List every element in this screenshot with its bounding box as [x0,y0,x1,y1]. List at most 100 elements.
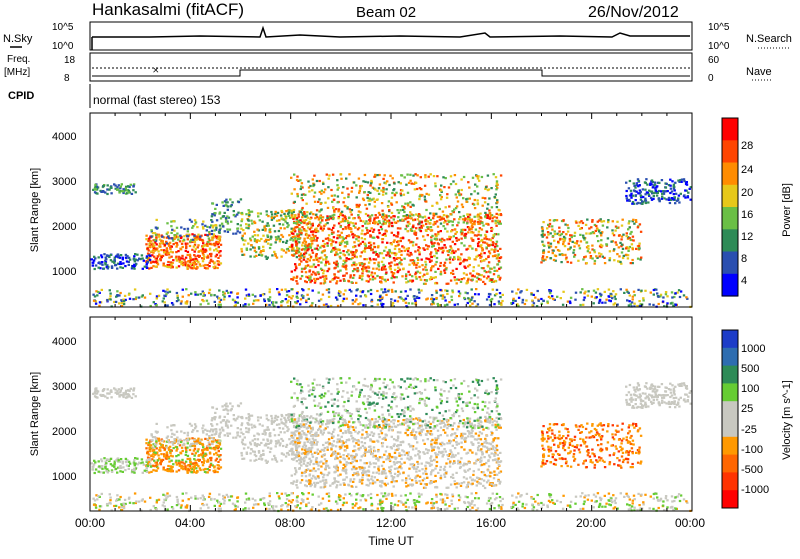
power-echo-cell [397,240,400,243]
power-echo-cell [363,173,367,177]
power-echo-cell [495,269,499,272]
velocity-echo-cell [175,430,179,433]
power-echo-cell [652,195,655,198]
velocity-echo-cell [217,441,220,445]
power-echo-cell [455,231,458,234]
power-echo-cell [95,290,98,293]
velocity-echo-cell [282,444,285,448]
power-echo-cell [204,263,207,267]
power-echo-cell [493,250,496,253]
power-echo-cell [373,205,377,208]
power-echo-cell [359,264,362,267]
power-echo-cell [358,217,361,220]
power-echo-cell [336,253,339,256]
velocity-echo-cell [127,464,130,467]
velocity-echo-cell [242,457,246,460]
velocity-echo-cell [97,460,100,463]
velocity-echo-cell [212,428,215,431]
power-echo-cell [460,242,463,245]
power-echo-cell [435,237,438,240]
power-echo-cell [399,189,403,192]
power-echo-cell [644,199,648,202]
power-echo-cell [446,230,449,233]
power-echo-cell [285,248,289,251]
power-echo-cell [403,249,406,252]
power-echo-cell [294,265,298,268]
power-echo-cell [208,265,211,268]
power-echo-cell [587,247,590,250]
power-echo-cell [164,290,167,293]
nave-tick-bottom: 0 [708,73,714,84]
power-echo-cell [547,295,551,298]
power-echo-cell [665,182,668,185]
power-echo-cell [226,222,230,225]
power-echo-cell [661,300,665,303]
velocity-echo-cell [132,388,135,391]
power-echo-cell [404,215,408,218]
power-echo-cell [247,303,251,306]
power-echo-cell [384,290,387,293]
power-echo-cell [559,237,562,240]
power-echo-cell [240,247,243,251]
power-echo-cell [346,187,349,190]
power-echo-cell [637,246,641,249]
velocity-echo-cell [290,441,293,444]
power-echo-cell [333,209,336,212]
power-echo-cell [412,225,415,229]
power-echo-cell [302,296,305,299]
velocity-echo-cell [459,435,463,438]
power-echo-cell [453,303,456,306]
power-echo-cell [574,298,577,301]
power-echo-cell [256,234,260,237]
power-echo-cell [123,294,127,297]
power-echo-cell [490,297,494,301]
power-echo-cell [154,233,158,237]
velocity-echo-cell [170,449,173,452]
power-echo-cell [549,292,552,295]
velocity-echo-cell [332,430,335,433]
velocity-echo-cell [191,462,194,465]
power-echo-cell [268,288,271,291]
power-echo-cell [583,238,586,241]
power-echo-cell [485,238,489,241]
power-echo-cell [369,288,373,292]
power-echo-cell [362,250,365,253]
power-echo-cell [340,236,343,239]
power-echo-cell [396,227,400,230]
power-echo-cell [169,246,172,249]
power-echo-cell [257,247,261,250]
velocity-echo-cell [490,418,494,421]
power-echo-cell [309,246,312,249]
power-echo-cell [274,213,277,216]
power-echo-cell [319,276,322,279]
power-echo-cell [453,276,456,279]
power-echo-cell [268,246,272,250]
velocity-echo-cell [157,437,160,440]
power-echo-cell [666,295,669,298]
velocity-echo-cell [260,454,263,457]
velocity-echo-cell [154,469,157,472]
power-echo-cell [655,288,658,291]
power-echo-cell [92,188,95,191]
power-echo-cell [416,270,419,273]
power-echo-cell [416,174,419,177]
power-echo-cell [294,226,297,229]
power-echo-cell [396,271,399,274]
power-echo-cell [623,291,626,294]
velocity-echo-cell [193,458,196,461]
power-echo-cell [475,305,478,308]
power-echo-cell [215,241,218,244]
power-echo-cell [104,191,107,194]
power-echo-cell [412,182,416,185]
power-echo-cell [425,257,428,260]
velocity-echo-cell [290,431,293,434]
power-echo-cell [300,221,303,225]
power-echo-cell [627,222,630,225]
power-echo-cell [453,174,457,177]
velocity-echo-cell [204,452,207,455]
velocity-echo-cell [284,421,288,424]
power-echo-cell [380,260,384,263]
power-echo-cell [556,232,559,235]
power-echo-cell [290,297,293,300]
power-echo-cell [478,222,482,225]
